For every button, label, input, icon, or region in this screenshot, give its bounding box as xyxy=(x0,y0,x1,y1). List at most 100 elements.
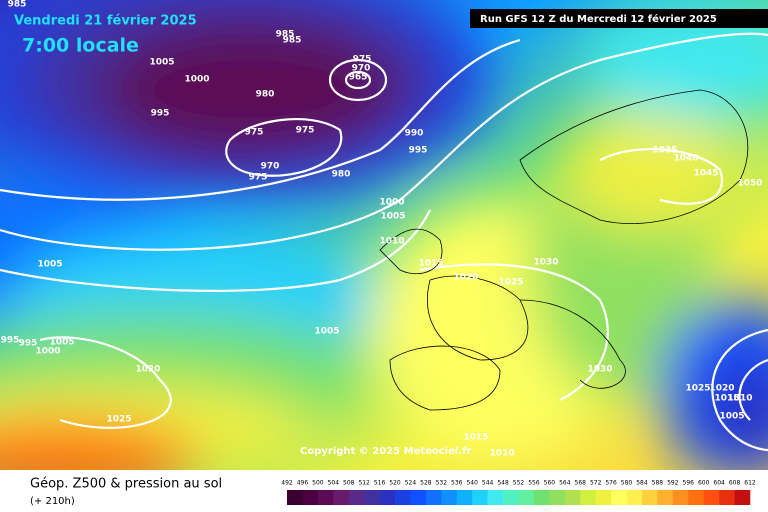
scale-tick-label: 552 xyxy=(513,480,525,487)
scale-tick-label: 560 xyxy=(544,480,556,487)
color-swatch xyxy=(379,490,396,505)
color-swatch xyxy=(302,490,319,505)
scale-tick-label: 536 xyxy=(451,480,463,487)
scale-tick-label: 608 xyxy=(729,480,741,487)
scale-tick-label: 548 xyxy=(497,480,509,487)
isobar-label: 970 xyxy=(261,162,280,172)
color-swatch xyxy=(688,490,704,505)
scale-tick-label: 604 xyxy=(713,480,725,487)
legend-subtitle: (+ 210h) xyxy=(30,496,75,507)
scale-tick-label: 528 xyxy=(420,480,432,487)
map-background xyxy=(0,0,768,500)
color-swatch xyxy=(503,490,519,505)
isobar-label: 1005 xyxy=(149,58,174,68)
isobar-label: 1000 xyxy=(35,347,60,357)
color-swatch xyxy=(564,490,581,505)
scale-tick-label: 576 xyxy=(605,480,617,487)
scale-tick-label: 584 xyxy=(636,480,648,487)
isobar-label: 1005 xyxy=(314,327,339,337)
color-swatch xyxy=(487,490,504,505)
scale-tick-label: 556 xyxy=(528,480,540,487)
color-swatch xyxy=(657,490,674,505)
isobar-label: 965 xyxy=(349,73,368,83)
color-swatch xyxy=(719,490,735,505)
isobar-label: 1050 xyxy=(737,179,762,189)
isobar-label: 1010 xyxy=(379,237,404,247)
isobar-label: 995 xyxy=(1,336,20,346)
isobar-label: 1040 xyxy=(673,154,698,164)
color-swatch xyxy=(703,490,720,505)
isobar-label: 1025 xyxy=(106,415,131,425)
scale-tick-label: 516 xyxy=(374,480,386,487)
color-swatch xyxy=(611,490,627,505)
color-swatch xyxy=(333,490,350,505)
isobar-label: 995 xyxy=(19,339,38,349)
isobar-label: 1005 xyxy=(37,260,62,270)
isobar-label: 1030 xyxy=(587,365,612,375)
isobar-label: 1005 xyxy=(719,412,744,422)
isobar-label: 1005 xyxy=(49,338,74,348)
scale-tick-label: 596 xyxy=(683,480,695,487)
isobar-label: 1025 xyxy=(685,384,710,394)
isobar-label: 1020 xyxy=(135,365,160,375)
isobar-label: 1015 xyxy=(714,394,739,404)
isobar-label: 980 xyxy=(332,170,351,180)
isobar-label: 975 xyxy=(353,55,372,65)
isobar-label: 1015 xyxy=(418,259,443,269)
scale-tick-label: 600 xyxy=(698,480,710,487)
scale-tick-label: 564 xyxy=(559,480,571,487)
isobar-label: 970 xyxy=(352,64,371,74)
scale-tick-label: 508 xyxy=(343,480,355,487)
isobar-label: 1000 xyxy=(184,75,209,85)
color-swatch xyxy=(317,490,334,505)
isobar-label: 1020 xyxy=(453,273,478,283)
scale-tick-label: 592 xyxy=(667,480,679,487)
coastlines xyxy=(379,89,749,411)
scale-tick-label: 496 xyxy=(297,480,309,487)
color-swatch xyxy=(580,490,596,505)
scale-tick-label: 580 xyxy=(621,480,633,487)
color-swatch xyxy=(287,490,303,505)
color-swatch xyxy=(348,490,365,505)
color-swatch xyxy=(410,490,427,505)
scale-tick-label: 572 xyxy=(590,480,602,487)
isobar-label: 1035 xyxy=(652,146,677,156)
forecast-time: 7:00 locale xyxy=(22,35,139,57)
color-swatch xyxy=(518,490,535,505)
color-swatch xyxy=(441,490,458,505)
scale-tick-label: 520 xyxy=(389,480,401,487)
isobar-label: 1015 xyxy=(463,433,488,443)
color-swatch xyxy=(641,490,658,505)
isobar-label: 975 xyxy=(296,126,315,136)
scale-tick-label: 504 xyxy=(328,480,340,487)
copyright: Copyright © 2025 Meteociel.fr xyxy=(300,446,471,457)
scale-tick-label: 532 xyxy=(436,480,448,487)
isobar-label: 1010 xyxy=(489,449,514,459)
scale-tick-label: 612 xyxy=(744,480,756,487)
color-swatch xyxy=(626,490,643,505)
isobar-label: 975 xyxy=(249,173,268,183)
isobar-label: 1005 xyxy=(380,212,405,222)
color-swatch xyxy=(364,490,380,505)
isobar-label: 995 xyxy=(151,109,170,119)
isobar-label: 980 xyxy=(256,90,275,100)
scale-tick-label: 524 xyxy=(405,480,417,487)
run-box xyxy=(470,9,768,28)
color-swatch xyxy=(425,490,442,505)
isobars xyxy=(0,32,768,452)
color-scale: 492 496 500 504 508 512 516 520 524 528 532 536 540 5… xyxy=(281,480,756,505)
legend-title: Géop. Z500 & pression au sol xyxy=(30,477,222,492)
color-swatch xyxy=(672,490,689,505)
color-swatch xyxy=(472,490,488,505)
scale-tick-label: 588 xyxy=(652,480,664,487)
isobar-label: 985 xyxy=(8,0,27,10)
isobar-label: 1045 xyxy=(693,169,718,179)
scale-tick-label: 540 xyxy=(466,480,478,487)
color-swatch xyxy=(456,490,473,505)
isobar-label: 1010 xyxy=(727,394,752,404)
run-info: Run GFS 12 Z du Mercredi 12 février 2025 xyxy=(480,13,717,25)
color-swatch xyxy=(395,490,411,505)
color-swatch xyxy=(734,490,751,505)
